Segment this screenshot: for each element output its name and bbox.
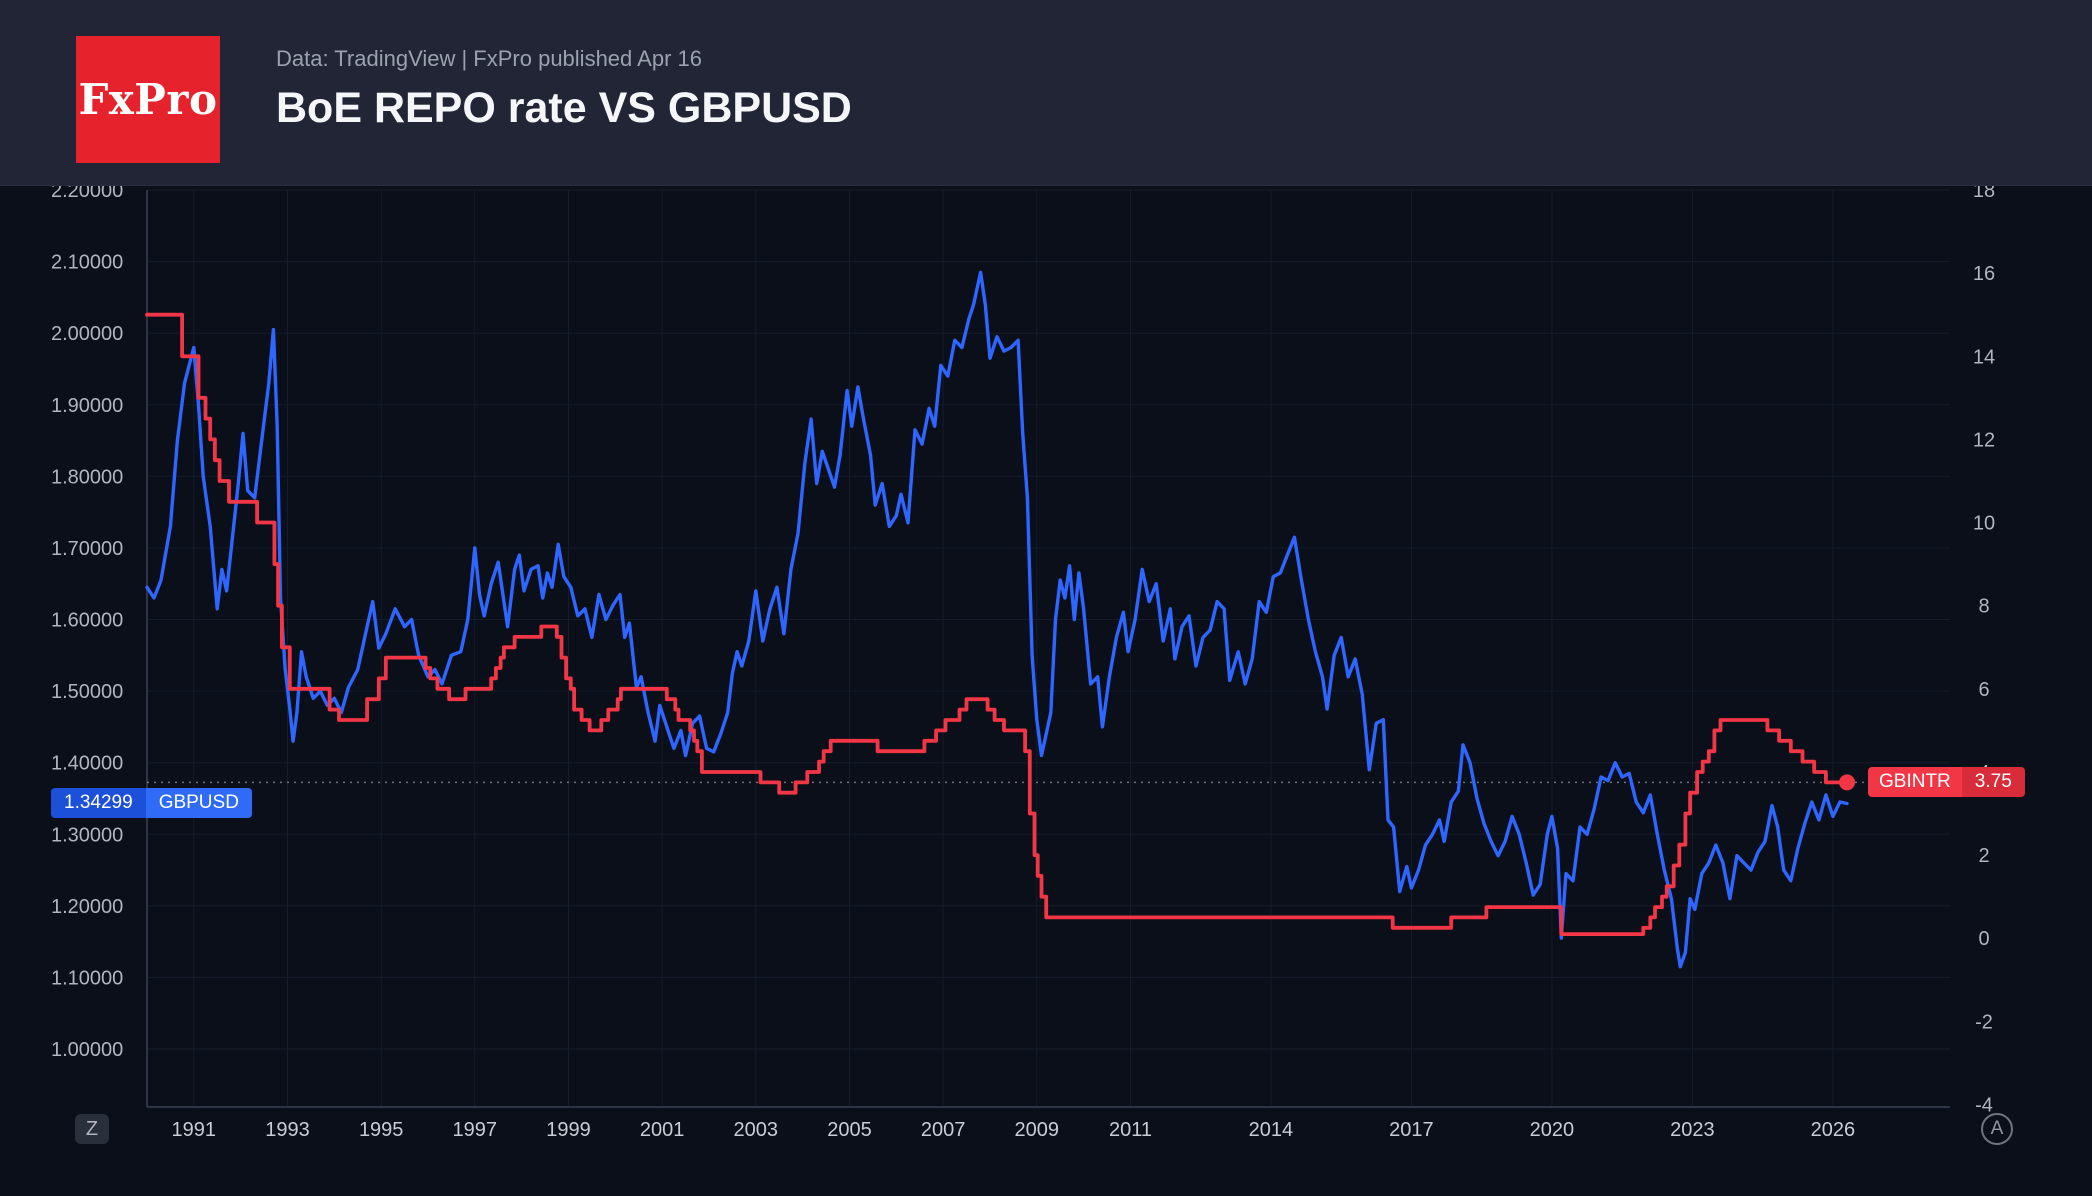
svg-text:2023: 2023: [1670, 1119, 1715, 1141]
gbpusd-last-price: 1.34299: [51, 788, 146, 818]
price-chart-canvas[interactable]: 2.20000 2.10000 2.00000 1.90000 1.80000 1.700…: [0, 186, 2092, 1196]
svg-text:2003: 2003: [734, 1119, 779, 1141]
svg-text:-2: -2: [1975, 1011, 1993, 1033]
svg-text:2026: 2026: [1811, 1119, 1856, 1141]
svg-text:2005: 2005: [827, 1119, 872, 1141]
svg-text:16: 16: [1973, 263, 1995, 285]
svg-text:2: 2: [1978, 845, 1989, 867]
svg-text:2017: 2017: [1389, 1119, 1434, 1141]
svg-text:10: 10: [1973, 513, 1995, 535]
svg-text:1.40000: 1.40000: [51, 753, 123, 775]
svg-text:6: 6: [1978, 679, 1989, 701]
svg-text:-4: -4: [1975, 1095, 1993, 1117]
header: FxPro Data: TradingView | FxPro publishe…: [0, 0, 2092, 186]
svg-text:2.00000: 2.00000: [51, 323, 123, 345]
svg-text:2.10000: 2.10000: [51, 252, 123, 274]
svg-text:2007: 2007: [921, 1119, 966, 1141]
gbintr-rate-label: GBINTR 3.75: [1868, 767, 2025, 797]
svg-text:0: 0: [1978, 928, 1989, 950]
page-title: BoE REPO rate VS GBPUSD: [276, 84, 852, 132]
z-shortcut-button[interactable]: Z: [75, 1114, 109, 1144]
gbintr-series-name: GBINTR: [1868, 767, 1962, 797]
fxpro-logo: FxPro: [76, 36, 220, 163]
svg-text:2.20000: 2.20000: [51, 186, 123, 202]
svg-text:1.10000: 1.10000: [51, 967, 123, 989]
fxpro-logo-text: FxPro: [78, 75, 218, 124]
svg-text:2011: 2011: [1109, 1119, 1152, 1141]
svg-text:2009: 2009: [1015, 1119, 1060, 1141]
gbintr-last-value: 3.75: [1961, 767, 2025, 797]
gbpusd-price-label: 1.34299 GBPUSD: [51, 788, 252, 818]
svg-text:1.00000: 1.00000: [51, 1039, 123, 1061]
header-text-block: Data: TradingView | FxPro published Apr …: [276, 46, 852, 131]
svg-text:2001: 2001: [640, 1119, 685, 1141]
svg-text:2014: 2014: [1249, 1119, 1294, 1141]
svg-text:2020: 2020: [1530, 1119, 1575, 1141]
svg-text:1997: 1997: [453, 1119, 498, 1141]
svg-text:12: 12: [1973, 429, 1995, 451]
svg-text:1.70000: 1.70000: [51, 538, 123, 560]
svg-text:1.60000: 1.60000: [51, 610, 123, 632]
svg-text:14: 14: [1973, 346, 1995, 368]
svg-text:1.50000: 1.50000: [51, 681, 123, 703]
svg-text:1999: 1999: [546, 1119, 591, 1141]
gbpusd-symbol: GBPUSD: [145, 788, 252, 818]
svg-text:1.30000: 1.30000: [51, 824, 123, 846]
svg-text:1995: 1995: [359, 1119, 404, 1141]
svg-text:18: 18: [1973, 186, 1995, 202]
svg-text:8: 8: [1978, 596, 1989, 618]
auto-scale-a-button[interactable]: A: [1981, 1113, 2013, 1145]
svg-text:1993: 1993: [265, 1119, 310, 1141]
svg-text:1.20000: 1.20000: [51, 896, 123, 918]
svg-text:1.80000: 1.80000: [51, 466, 123, 488]
svg-text:1991: 1991: [172, 1119, 217, 1141]
svg-text:1.90000: 1.90000: [51, 395, 123, 417]
chart-area[interactable]: 2.20000 2.10000 2.00000 1.90000 1.80000 1.700…: [0, 186, 2092, 1196]
source-attribution: Data: TradingView | FxPro published Apr …: [276, 46, 702, 71]
